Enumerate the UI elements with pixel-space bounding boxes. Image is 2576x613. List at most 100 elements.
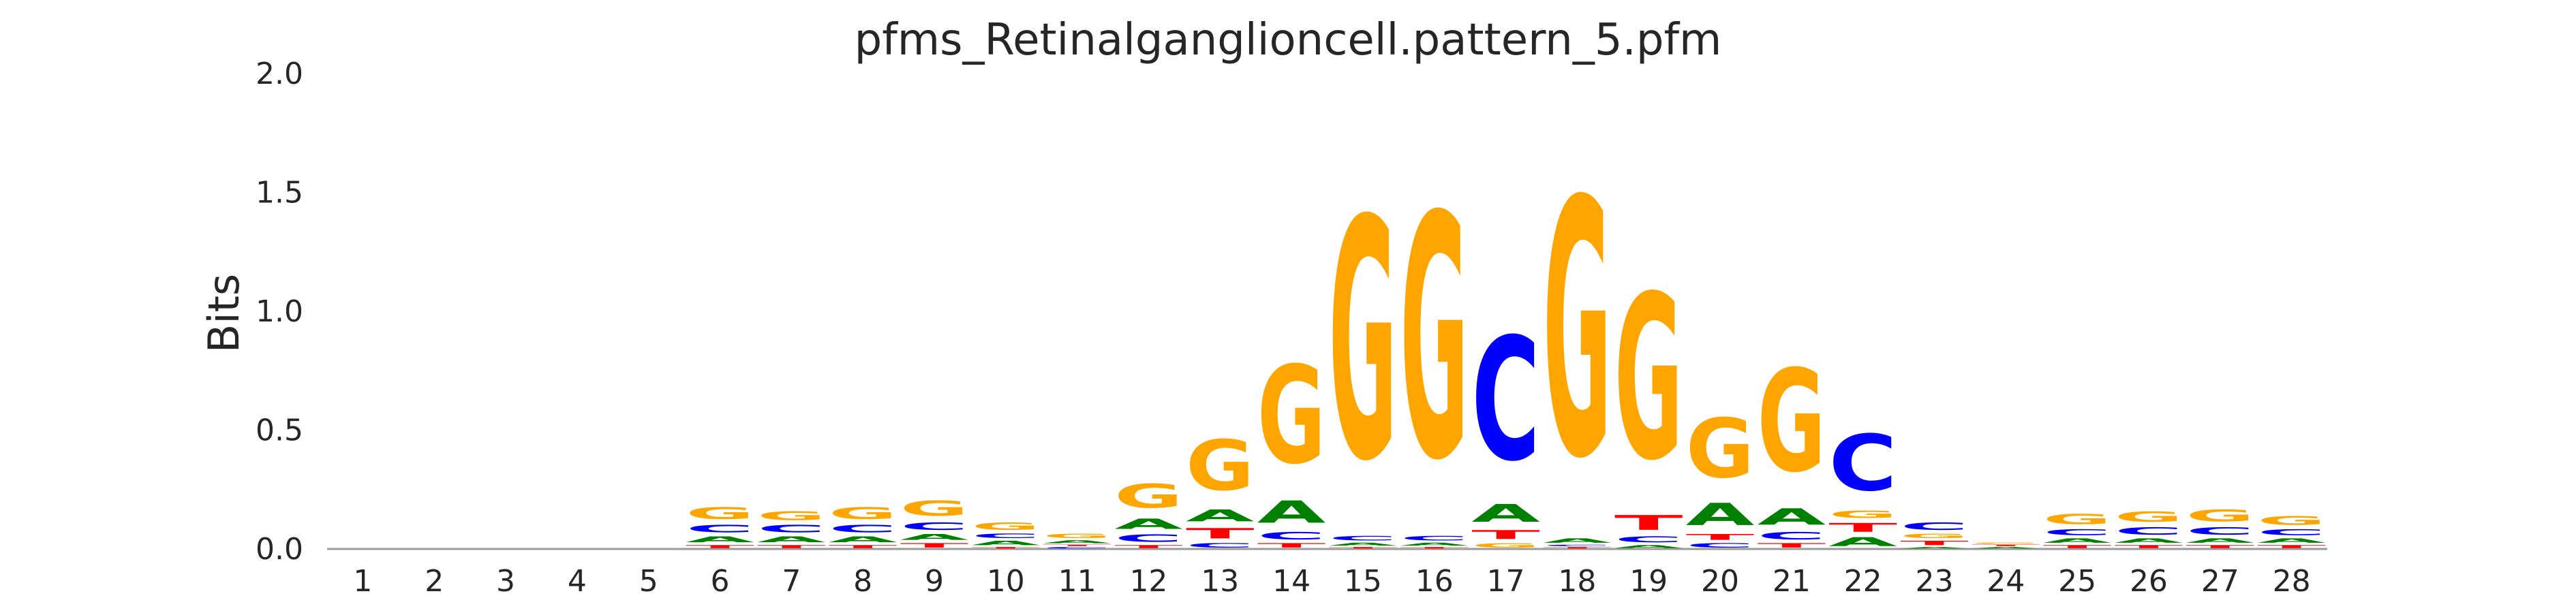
logo-letter-t: T bbox=[2257, 544, 2326, 549]
logo-letter-a: A bbox=[2257, 537, 2326, 544]
logo-letter-a: A bbox=[686, 535, 754, 544]
logo-letter-a: A bbox=[1257, 494, 1326, 530]
logo-letter-t: T bbox=[1758, 542, 1826, 549]
logo-letter-g: G bbox=[1257, 338, 1326, 494]
logo-letter-t: T bbox=[1972, 544, 2040, 546]
logo-letter-t: T bbox=[829, 544, 898, 549]
x-tick-label: 4 bbox=[568, 564, 587, 599]
logo-letter-a: A bbox=[1543, 537, 1612, 544]
logo-letter-a: A bbox=[1186, 506, 1255, 525]
logo-letter-c: C bbox=[900, 520, 969, 532]
logo-letter-t: T bbox=[1400, 547, 1469, 549]
x-tick-label: 17 bbox=[1487, 564, 1525, 599]
logo-letter-t: T bbox=[1828, 520, 1897, 535]
logo-letter-c: C bbox=[686, 523, 754, 535]
x-tick-label: 24 bbox=[1987, 564, 2025, 599]
logo-letter-a: A bbox=[1686, 497, 1755, 532]
logo-letter-c: C bbox=[971, 533, 1040, 539]
logo-letter-c: C bbox=[1114, 533, 1183, 544]
logo-letter-c: C bbox=[1758, 530, 1826, 541]
logo-letter-c: C bbox=[757, 523, 826, 535]
x-tick-label: 10 bbox=[987, 564, 1025, 599]
x-tick-label: 21 bbox=[1773, 564, 1811, 599]
logo-letter-c: C bbox=[1686, 542, 1755, 549]
logo-letter-g: G bbox=[686, 504, 754, 523]
logo-letter-c: C bbox=[1543, 544, 1612, 546]
logo-letter-a: A bbox=[1758, 504, 1826, 530]
logo-letter-t: T bbox=[1186, 525, 1255, 541]
logo-letter-a: A bbox=[900, 533, 969, 542]
x-tick-label: 2 bbox=[425, 564, 444, 599]
logo-letter-a: A bbox=[2186, 537, 2254, 544]
logo-letter-g: G bbox=[900, 497, 969, 521]
logo-letter-g: G bbox=[2186, 506, 2254, 525]
logo-letter-g: G bbox=[1828, 509, 1897, 520]
logo-letter-t: T bbox=[686, 544, 754, 549]
logo-letter-c: C bbox=[1257, 530, 1326, 541]
x-tick-label: 1 bbox=[353, 564, 372, 599]
x-tick-label: 16 bbox=[1415, 564, 1454, 599]
logo-letter-g: G bbox=[971, 520, 1040, 532]
x-tick-label: 28 bbox=[2273, 564, 2311, 599]
logo-letter-a: A bbox=[971, 539, 1040, 546]
x-tick-label: 8 bbox=[853, 564, 872, 599]
logo-letter-a: A bbox=[1114, 516, 1183, 532]
logo-letter-c: C bbox=[2115, 525, 2183, 537]
logo-letter-a: A bbox=[2115, 537, 2183, 544]
logo-letter-a: A bbox=[1614, 544, 1683, 549]
logo-letter-t: T bbox=[2115, 544, 2183, 549]
logo-letter-g: G bbox=[2257, 514, 2326, 528]
logo-letter-c: C bbox=[829, 523, 898, 535]
x-tick-label: 9 bbox=[925, 564, 944, 599]
logo-letter-t: T bbox=[757, 544, 826, 549]
logo-letter-g: G bbox=[1186, 426, 1255, 506]
logo-letter-g: G bbox=[1329, 151, 1398, 534]
logo-letter-t: T bbox=[1900, 539, 1969, 546]
x-axis-ticks: 1 2 3 4 5 6 7 8 9 10 11 12 13 14 15 16 17 18 19 20 21 22 23 24 2… bbox=[353, 564, 2310, 599]
x-tick-label: 22 bbox=[1844, 564, 1882, 599]
x-tick-label: 18 bbox=[1558, 564, 1596, 599]
logo-letter-a: A bbox=[1329, 542, 1398, 547]
logo-letter-a: A bbox=[757, 535, 826, 544]
chart-title: pfms_Retinalganglioncell.pattern_5.pfm bbox=[855, 15, 1722, 65]
logo-letter-g: G bbox=[1686, 402, 1755, 497]
logo-letter-c: C bbox=[1614, 535, 1683, 544]
logo-stacks: TACGTACGTACGTACGTACGCTAGTCAGCTAGTCAGTACG… bbox=[686, 127, 2326, 549]
logo-letter-t: T bbox=[1329, 547, 1398, 549]
logo-letter-t: T bbox=[1114, 544, 1183, 549]
logo-letter-t: T bbox=[1471, 528, 1540, 542]
x-tick-label: 19 bbox=[1629, 564, 1668, 599]
x-tick-label: 20 bbox=[1701, 564, 1739, 599]
logo-letter-t: T bbox=[1686, 533, 1755, 542]
y-axis-label: Bits bbox=[199, 274, 249, 353]
logo-letter-c: C bbox=[1900, 520, 1969, 532]
logo-letter-t: T bbox=[2186, 544, 2254, 549]
logo-letter-t: T bbox=[2043, 544, 2112, 549]
logo-letter-c: C bbox=[1828, 418, 1897, 508]
x-tick-label: 7 bbox=[782, 564, 801, 599]
x-tick-label: 11 bbox=[1058, 564, 1097, 599]
logo-letter-g: G bbox=[1043, 533, 1111, 539]
x-tick-label: 6 bbox=[711, 564, 730, 599]
y-tick-label: 2.0 bbox=[256, 57, 303, 91]
x-tick-label: 12 bbox=[1129, 564, 1167, 599]
y-tick-label: 1.5 bbox=[256, 176, 303, 210]
logo-letter-c: C bbox=[1471, 302, 1540, 499]
logo-letter-a: A bbox=[1400, 542, 1469, 547]
y-tick-label: 0.5 bbox=[256, 413, 303, 448]
logo-letter-g: G bbox=[1400, 146, 1469, 534]
logo-letter-c: C bbox=[1400, 535, 1469, 541]
logo-letter-g: G bbox=[2115, 509, 2183, 525]
x-tick-label: 13 bbox=[1201, 564, 1239, 599]
logo-letter-t: T bbox=[971, 547, 1040, 549]
logo-letter-g: G bbox=[757, 509, 826, 523]
logo-letter-c: C bbox=[2257, 528, 2326, 537]
x-tick-label: 15 bbox=[1344, 564, 1382, 599]
logo-letter-c: C bbox=[1329, 535, 1398, 541]
logo-letter-g: G bbox=[1114, 478, 1183, 516]
x-tick-label: 25 bbox=[2058, 564, 2096, 599]
y-tick-label: 0.0 bbox=[256, 532, 303, 567]
logo-letter-t: T bbox=[1257, 542, 1326, 549]
logo-letter-g: G bbox=[1758, 341, 1826, 503]
